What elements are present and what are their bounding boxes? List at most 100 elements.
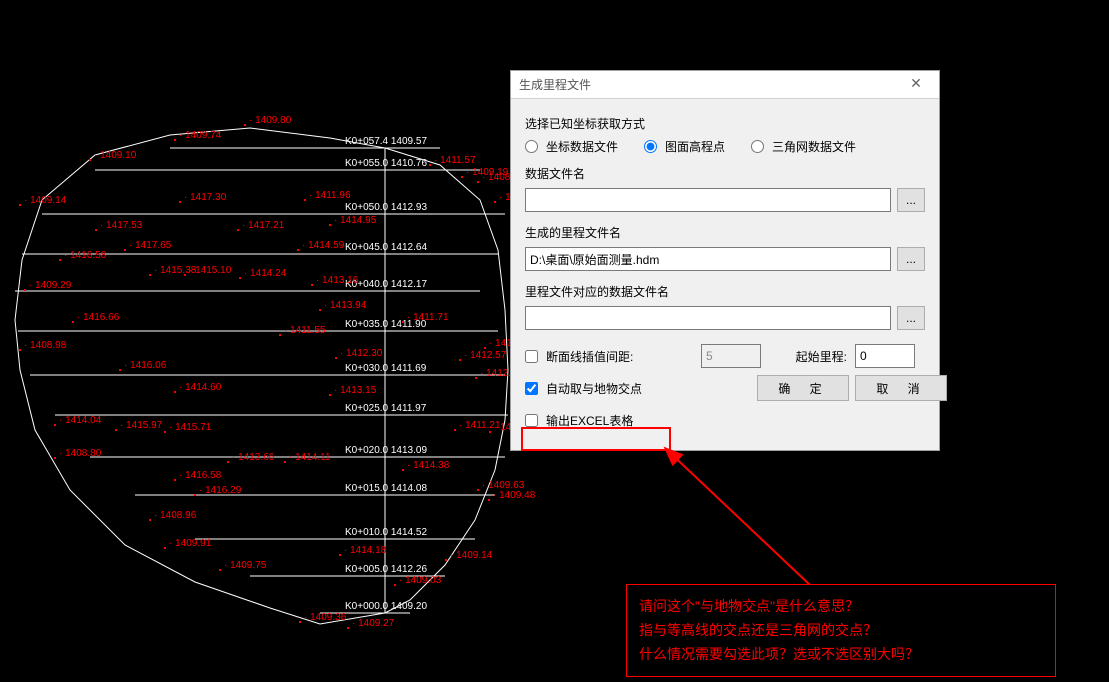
elevation-label: · 1409.80	[249, 115, 291, 126]
elevation-label: · 1414.95	[334, 215, 376, 226]
station-label: K0+030.0 1411.69	[345, 363, 426, 374]
elevation-point	[284, 461, 286, 463]
elevation-point	[335, 357, 337, 359]
elevation-label: · 1409.74	[179, 130, 221, 141]
radio-tin-file[interactable]: 三角网数据文件	[751, 138, 856, 155]
elevation-label: · 1409.36	[304, 612, 346, 623]
elevation-point	[394, 584, 396, 586]
annotation-line3: 什么情况需要勾选此项？选或不选区别大吗？	[639, 643, 1043, 667]
elevation-point	[227, 461, 229, 463]
elevation-point	[115, 429, 117, 431]
elevation-point	[59, 259, 61, 261]
elevation-point	[329, 394, 331, 396]
elevation-label: · 1417.65	[129, 240, 171, 251]
datafile-label: 数据文件名	[525, 165, 925, 182]
elevation-point	[477, 181, 479, 183]
mapdata-file-input[interactable]	[525, 306, 891, 330]
radio-coord-file[interactable]: 坐标数据文件	[525, 138, 618, 155]
elevation-label: · 1408.80	[59, 448, 101, 459]
elevation-label: · 1409.27	[352, 618, 394, 629]
elevation-point	[297, 249, 299, 251]
elevation-point	[402, 469, 404, 471]
elevation-point	[299, 621, 301, 623]
elevation-point	[347, 627, 349, 629]
start-mileage-label: 起始里程:	[779, 348, 849, 365]
elevation-point	[194, 494, 196, 496]
elevation-point	[184, 274, 186, 276]
station-label: K0+020.0 1413.09	[345, 445, 427, 456]
elevation-point	[174, 139, 176, 141]
elevation-point	[179, 201, 181, 203]
station-label: K0+025.0 1411.97	[345, 403, 426, 414]
station-label: K0+057.4 1409.57	[345, 136, 427, 147]
station-label: K0+055.0 1410.76	[345, 158, 427, 169]
elevation-label: · 1414.38	[407, 460, 449, 471]
dialog-title: 生成里程文件	[519, 76, 591, 93]
chk-export-excel[interactable]: 输出EXCEL表格	[525, 412, 695, 429]
dialog-titlebar[interactable]: 生成里程文件 ✕	[511, 71, 939, 99]
elevation-point	[488, 499, 490, 501]
elevation-point	[174, 391, 176, 393]
elevation-point	[319, 309, 321, 311]
elevation-label: · 1409.03	[399, 575, 441, 586]
elevation-point	[89, 159, 91, 161]
elevation-label: · 1414.11	[289, 452, 331, 463]
elevation-point	[461, 176, 463, 178]
elevation-point	[402, 321, 404, 323]
elevation-label: · 1416.06	[124, 360, 166, 371]
elevation-label: · 1411.71	[407, 312, 449, 323]
elevation-label: · 1411.55	[284, 325, 326, 336]
elevation-label: · 1409.14	[24, 195, 66, 206]
mileage-file-input[interactable]	[525, 247, 891, 271]
elevation-point	[339, 554, 341, 556]
annotation-line2: 指与等高线的交点还是三角网的交点？	[639, 619, 1043, 643]
station-label: K0+015.0 1414.08	[345, 483, 427, 494]
station-label: K0+050.0 1412.93	[345, 202, 427, 213]
elevation-point	[164, 547, 166, 549]
elevation-point	[445, 559, 447, 561]
elevation-point	[304, 199, 306, 201]
radio-map-elev[interactable]: 图面高程点	[644, 138, 725, 155]
chk-section-interp[interactable]: 断面线插值间距:	[525, 348, 695, 365]
elevation-label: · 1416.29	[199, 485, 241, 496]
elevation-point	[329, 224, 331, 226]
elevation-point	[124, 249, 126, 251]
cancel-button[interactable]: 取 消	[855, 375, 947, 401]
elevation-label: · 1408.96	[154, 510, 196, 521]
mileage-file-label: 生成的里程文件名	[525, 224, 925, 241]
elevation-label: · 1408.98	[24, 340, 66, 351]
chk-terrain-intersect[interactable]: 自动取与地物交点	[525, 380, 695, 397]
elevation-label: · 1417.21	[242, 220, 284, 231]
elevation-label: · 1411.96	[309, 190, 351, 201]
mileage-browse-button[interactable]: ...	[897, 247, 925, 271]
elevation-label: · 1411.57	[434, 155, 476, 166]
elevation-label: · 1414.24	[244, 268, 286, 279]
mileage-dialog: 生成里程文件 ✕ 选择已知坐标获取方式 坐标数据文件 图面高程点 三角网数据文件…	[510, 70, 940, 451]
annotation-line1: 请问这个"与地物交点"是什么意思？	[639, 595, 1043, 619]
mapdata-browse-button[interactable]: ...	[897, 306, 925, 330]
elevation-label: · 1415.10	[189, 265, 231, 276]
elevation-point	[494, 201, 496, 203]
elevation-point	[484, 347, 486, 349]
close-icon[interactable]: ✕	[901, 75, 931, 95]
station-label: K0+010.0 1414.52	[345, 527, 427, 538]
elevation-point	[149, 519, 151, 521]
elevation-label: · 1413.15	[334, 385, 376, 396]
datafile-browse-button[interactable]: ...	[897, 188, 925, 212]
datafile-input[interactable]	[525, 188, 891, 212]
elevation-label: · 1413.94	[324, 300, 366, 311]
elevation-point	[475, 377, 477, 379]
elevation-label: · 1409.29	[29, 280, 71, 291]
elevation-label: · 1417.53	[100, 220, 142, 231]
elevation-label: · 1413.16	[316, 275, 358, 286]
annotation-box: 请问这个"与地物交点"是什么意思？ 指与等高线的交点还是三角网的交点？ 什么情况…	[626, 584, 1056, 677]
start-mileage-input[interactable]	[855, 344, 915, 368]
coord-mode-label: 选择已知坐标获取方式	[525, 115, 925, 132]
elevation-point	[174, 479, 176, 481]
elevation-label: · 1414.04	[59, 415, 101, 426]
elevation-point	[279, 334, 281, 336]
elevation-label: · 1409.14	[450, 550, 492, 561]
ok-button[interactable]: 确 定	[757, 375, 849, 401]
station-label: K0+005.0 1412.26	[345, 564, 427, 575]
elevation-label: · 1416.66	[77, 312, 119, 323]
